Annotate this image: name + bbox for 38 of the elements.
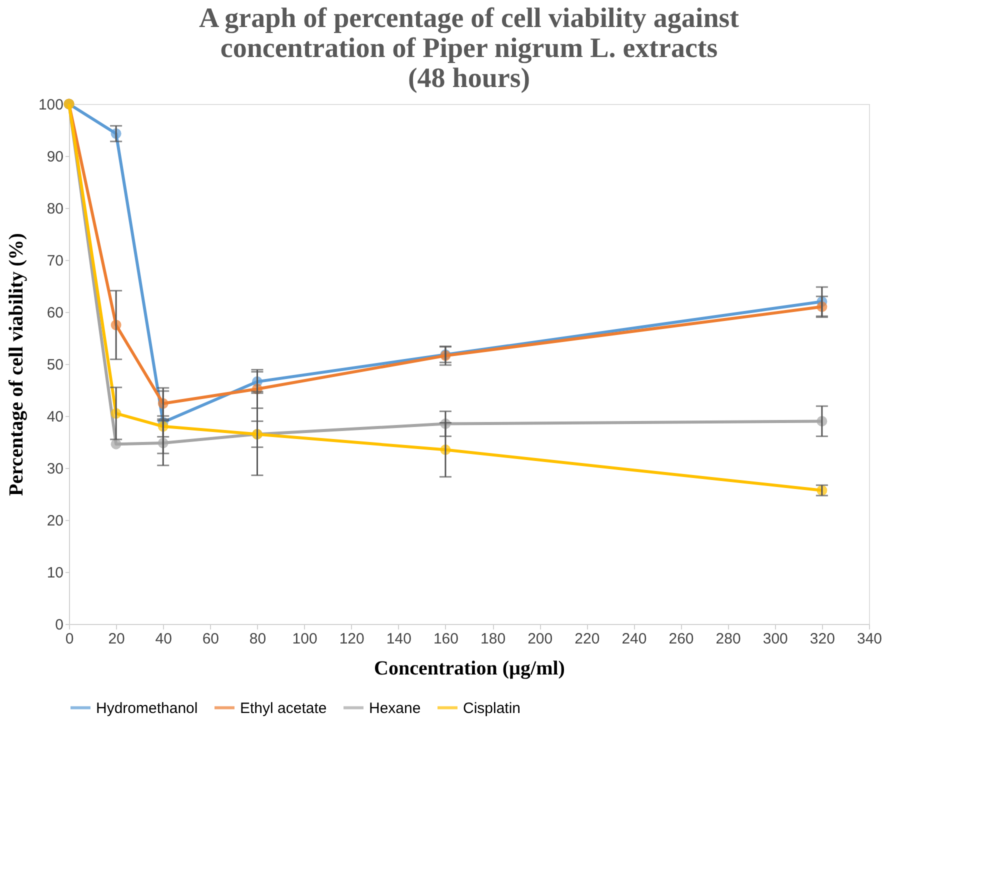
y-tick-label: 70 bbox=[46, 252, 64, 270]
text: (48 hours) bbox=[408, 63, 530, 94]
x-tick-label: 300 bbox=[762, 630, 788, 648]
y-tick-label: 30 bbox=[46, 460, 64, 478]
text: A graph of percentage of cell viability against bbox=[199, 3, 739, 34]
y-tick-label: 40 bbox=[46, 408, 64, 426]
y-tick-label: 80 bbox=[46, 200, 64, 218]
text: concentration of Piper nigrum L. extracts bbox=[220, 33, 718, 64]
y-tick-label: 50 bbox=[46, 356, 64, 374]
x-tick-label: 340 bbox=[856, 630, 882, 648]
x-tick-label: 260 bbox=[668, 630, 694, 648]
x-tick-label: 0 bbox=[65, 630, 74, 648]
legend-label: Hexane bbox=[369, 700, 421, 717]
x-tick-label: 240 bbox=[622, 630, 647, 648]
y-tick-label: 20 bbox=[46, 512, 64, 530]
x-axis-title: Concentration (µg/ml) bbox=[374, 658, 565, 680]
x-tick-label: 100 bbox=[292, 630, 318, 648]
y-axis-title: Percentage of cell viability (%) bbox=[5, 233, 28, 496]
x-tick-label: 80 bbox=[249, 630, 266, 648]
x-tick-label: 160 bbox=[433, 630, 458, 648]
y-tick-label: 0 bbox=[55, 616, 64, 634]
y-tick-label: 10 bbox=[46, 564, 64, 582]
legend-label: Hydromethanol bbox=[96, 700, 198, 717]
x-tick-label: 20 bbox=[108, 630, 125, 648]
x-tick-label: 320 bbox=[810, 630, 835, 648]
x-tick-label: 120 bbox=[339, 630, 364, 648]
x-tick-label: 180 bbox=[480, 630, 506, 648]
x-tick-label: 140 bbox=[386, 630, 412, 648]
legend-label: Cisplatin bbox=[463, 700, 521, 717]
x-tick-label: 60 bbox=[202, 630, 220, 648]
y-tick-label: 100 bbox=[38, 96, 64, 114]
legend-label: Ethyl acetate bbox=[240, 700, 327, 717]
x-tick-label: 280 bbox=[716, 630, 741, 648]
x-tick-label: 200 bbox=[528, 630, 553, 648]
x-tick-label: 220 bbox=[574, 630, 600, 648]
x-tick-label: 40 bbox=[155, 630, 172, 648]
y-tick-label: 60 bbox=[46, 304, 64, 322]
y-tick-label: 90 bbox=[46, 148, 64, 166]
